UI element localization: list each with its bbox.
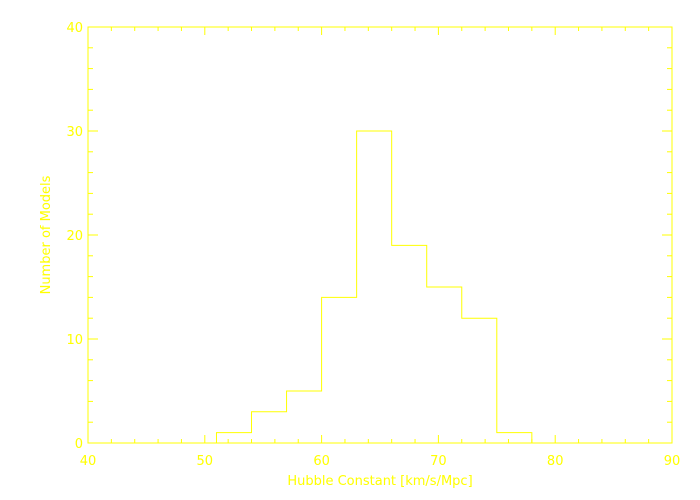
y-tick-label: 30 (66, 125, 83, 140)
histogram-bar (216, 433, 251, 443)
histogram-bar (357, 131, 392, 443)
x-tick-label: 60 (313, 454, 330, 469)
histogram-bar (462, 318, 497, 443)
x-tick-label: 80 (547, 454, 564, 469)
x-ticks: 40 50 60 70 80 90 (80, 27, 681, 469)
x-tick-label: 40 (80, 454, 97, 469)
histogram-bar (427, 287, 462, 443)
histogram-bars (215, 130, 533, 443)
x-axis-label: Hubble Constant [km/s/Mpc] (287, 474, 472, 489)
histogram-bar (252, 412, 287, 443)
y-tick-label: 40 (66, 21, 83, 36)
histogram-outline (215, 130, 533, 443)
y-axis-label: Number of Models (39, 175, 54, 294)
histogram-bar (497, 433, 532, 443)
y-tick-label: 20 (66, 229, 83, 244)
plot-frame (87, 26, 673, 444)
y-tick-label: 10 (66, 333, 83, 348)
x-tick-label: 70 (430, 454, 447, 469)
y-ticks: 0 10 20 30 40 (66, 21, 672, 452)
axes (87, 26, 673, 444)
x-tick-label: 50 (197, 454, 214, 469)
histogram-bar (287, 391, 322, 443)
x-tick-label: 90 (664, 454, 681, 469)
histogram-bar (392, 245, 427, 443)
y-tick-label: 0 (75, 437, 83, 452)
histogram-bar (322, 297, 357, 443)
